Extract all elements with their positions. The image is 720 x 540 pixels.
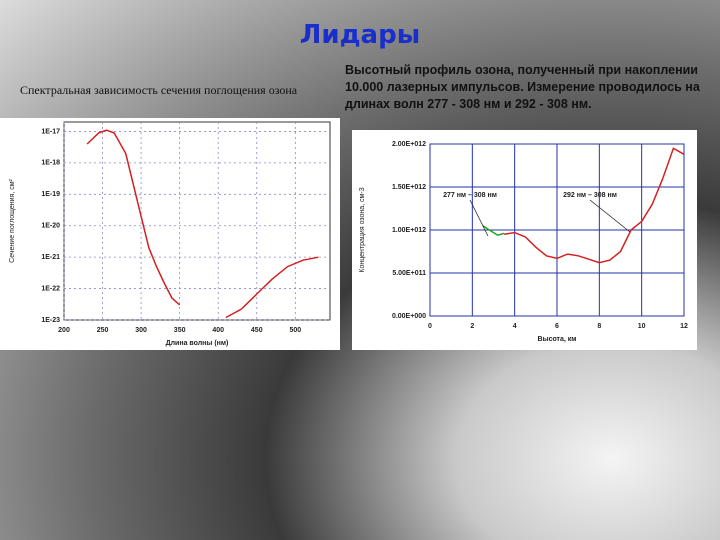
caption: Спектральная зависимость сечения поглоще…: [20, 83, 298, 97]
y-tick-label: 1E-23: [41, 317, 60, 324]
x-tick-label: 8: [597, 323, 601, 330]
y-tick-label: 5.00E+011: [392, 270, 426, 277]
y-tick-label: 1E-20: [41, 223, 60, 230]
x-axis-label: Высота, км: [538, 336, 577, 343]
x-tick-label: 400: [212, 327, 224, 334]
data-line: [86, 129, 319, 319]
annotation: 277 нм – 308 нм: [443, 192, 497, 199]
x-tick-label: 0: [428, 323, 432, 330]
y-axis-label: Сечение поглощения, см²: [9, 178, 16, 262]
x-tick-label: 300: [135, 327, 147, 334]
slide-title: Лидары: [299, 20, 421, 50]
y-tick-label: 1E-21: [41, 254, 60, 261]
x-tick-label: 250: [97, 327, 109, 334]
x-tick-label: 4: [513, 323, 517, 330]
x-tick-label: 500: [289, 327, 301, 334]
y-tick-label: 2.00E+012: [392, 141, 426, 148]
y-tick-label: 1.00E+012: [392, 227, 426, 234]
plot-frame: [63, 121, 331, 321]
x-tick-label: 2: [470, 323, 474, 330]
x-axis-label: Длина волны (нм): [166, 340, 229, 347]
data-line: [482, 225, 505, 237]
x-tick-label: 350: [174, 327, 186, 334]
x-tick-label: 200: [58, 327, 70, 334]
y-tick-label: 1.50E+012: [392, 184, 426, 191]
chart-panel: [352, 130, 697, 350]
annotation: 292 нм – 308 нм: [563, 192, 617, 199]
x-tick-label: 6: [555, 323, 559, 330]
x-tick-label: 10: [638, 323, 646, 330]
y-tick-label: 1E-18: [41, 160, 60, 167]
x-tick-label: 450: [251, 327, 263, 334]
x-tick-label: 12: [680, 323, 688, 330]
y-axis-label: Концентрация озона, см-3: [359, 187, 366, 272]
y-tick-label: 1E-22: [41, 285, 60, 292]
annotation-arrow: [589, 199, 631, 233]
chart-panel: [0, 118, 340, 350]
y-tick-label: 1E-17: [41, 128, 60, 135]
annotation-arrow: [469, 199, 489, 237]
y-tick-label: 0.00E+000: [392, 313, 426, 320]
data-line: [503, 147, 685, 264]
caption: Высотный профиль озона, полученный при н…: [345, 63, 700, 111]
y-tick-label: 1E-19: [41, 191, 60, 198]
